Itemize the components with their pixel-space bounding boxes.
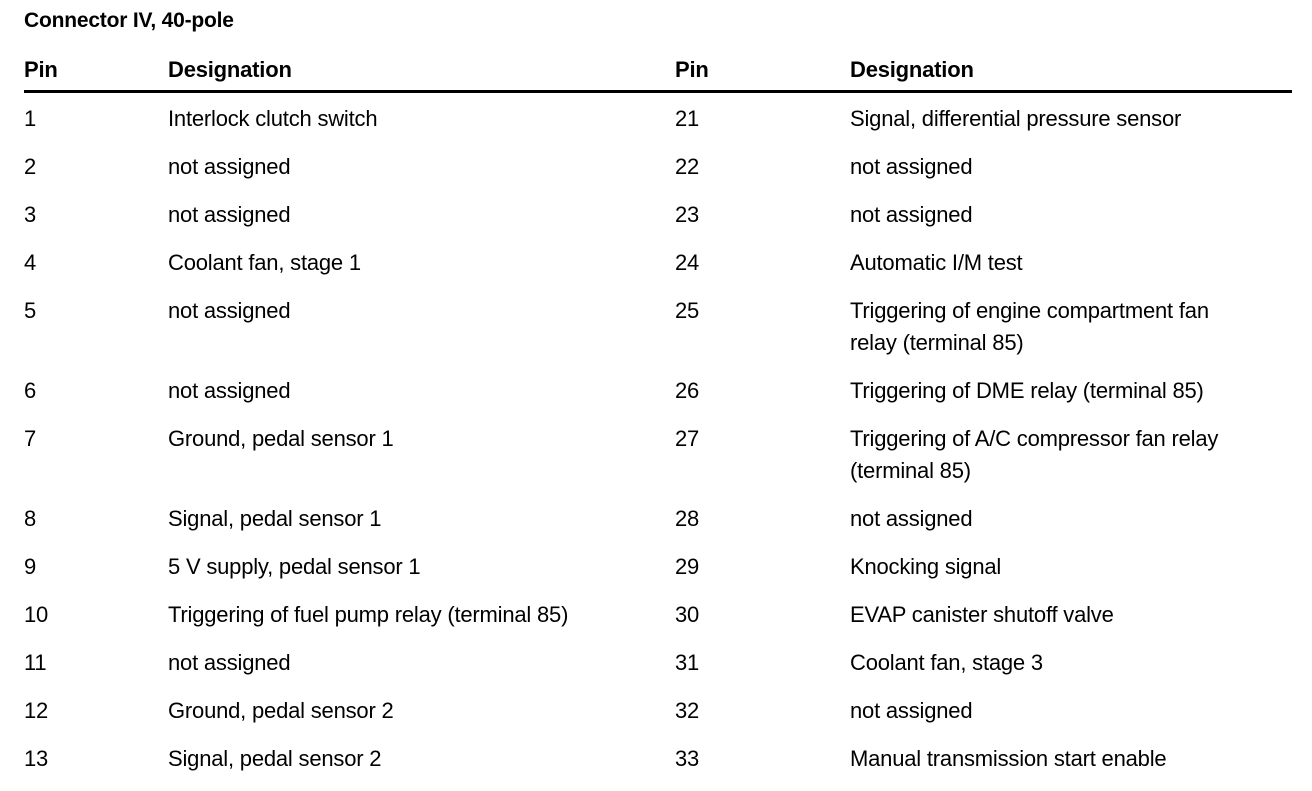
column-header-pin-right: Pin bbox=[675, 34, 850, 92]
pin-cell: 29 bbox=[675, 551, 850, 599]
pin-cell: 23 bbox=[675, 199, 850, 247]
column-header-pin-left: Pin bbox=[24, 34, 168, 92]
pin-cell: 30 bbox=[675, 599, 850, 647]
pin-cell: 24 bbox=[675, 247, 850, 295]
pin-cell: 1 bbox=[24, 92, 168, 152]
pin-cell: 32 bbox=[675, 695, 850, 743]
pin-cell: 3 bbox=[24, 199, 168, 247]
pin-cell: 5 bbox=[24, 295, 168, 375]
header-row: Pin Designation Pin Designation bbox=[24, 34, 1292, 92]
designation-cell: Triggering of engine compartment fan rel… bbox=[850, 295, 1292, 375]
designation-cell: Coolant fan, stage 3 bbox=[850, 647, 1292, 695]
designation-cell: not assigned bbox=[168, 151, 675, 199]
pin-cell: 7 bbox=[24, 423, 168, 503]
pin-cell: 33 bbox=[675, 743, 850, 791]
pin-cell: 4 bbox=[24, 247, 168, 295]
designation-cell: not assigned bbox=[850, 503, 1292, 551]
designation-cell: Knocking signal bbox=[850, 551, 1292, 599]
page-title: Connector IV, 40-pole bbox=[24, 8, 1294, 34]
pin-cell: 6 bbox=[24, 375, 168, 423]
designation-cell: Signal, pedal sensor 2 bbox=[168, 743, 675, 791]
designation-cell: not assigned bbox=[168, 647, 675, 695]
designation-cell: not assigned bbox=[168, 199, 675, 247]
designation-cell: Signal, differential pressure sensor bbox=[850, 92, 1292, 152]
designation-cell: Triggering of fuel pump relay (terminal … bbox=[168, 599, 675, 647]
designation-cell: not assigned bbox=[850, 151, 1292, 199]
pin-cell: 22 bbox=[675, 151, 850, 199]
pin-cell: 28 bbox=[675, 503, 850, 551]
designation-cell: not assigned bbox=[168, 295, 675, 375]
designation-cell: Manual transmission start enable bbox=[850, 743, 1292, 791]
pin-cell: 12 bbox=[24, 695, 168, 743]
column-header-designation-right: Designation bbox=[850, 34, 1292, 92]
designation-cell: 5 V supply, pedal sensor 1 bbox=[168, 551, 675, 599]
designation-cell: Ground, pedal sensor 1 bbox=[168, 423, 675, 503]
pin-cell: 25 bbox=[675, 295, 850, 375]
designation-cell: Automatic I/M test bbox=[850, 247, 1292, 295]
column-header-designation-left: Designation bbox=[168, 34, 675, 92]
pin-cell: 2 bbox=[24, 151, 168, 199]
pin-cell: 13 bbox=[24, 743, 168, 791]
pin-cell: 8 bbox=[24, 503, 168, 551]
designation-cell: EVAP canister shutoff valve bbox=[850, 599, 1292, 647]
pin-cell: 10 bbox=[24, 599, 168, 647]
designation-cell: not assigned bbox=[850, 695, 1292, 743]
pin-cell: 31 bbox=[675, 647, 850, 695]
table-header: Pin Designation Pin Designation bbox=[24, 34, 1292, 92]
pin-cell: 9 bbox=[24, 551, 168, 599]
designation-cell: Triggering of DME relay (terminal 85) bbox=[850, 375, 1292, 423]
pin-cell: 27 bbox=[675, 423, 850, 503]
pin-cell: 21 bbox=[675, 92, 850, 152]
designation-cell: Triggering of A/C compressor fan relay (… bbox=[850, 423, 1292, 503]
pin-cell: 26 bbox=[675, 375, 850, 423]
designation-cell: not assigned bbox=[168, 375, 675, 423]
pin-cell: 11 bbox=[24, 647, 168, 695]
designation-cell: Coolant fan, stage 1 bbox=[168, 247, 675, 295]
designation-cell: not assigned bbox=[850, 199, 1292, 247]
designation-cell: Interlock clutch switch bbox=[168, 92, 675, 152]
designation-cell: Signal, pedal sensor 1 bbox=[168, 503, 675, 551]
designation-cell: Ground, pedal sensor 2 bbox=[168, 695, 675, 743]
